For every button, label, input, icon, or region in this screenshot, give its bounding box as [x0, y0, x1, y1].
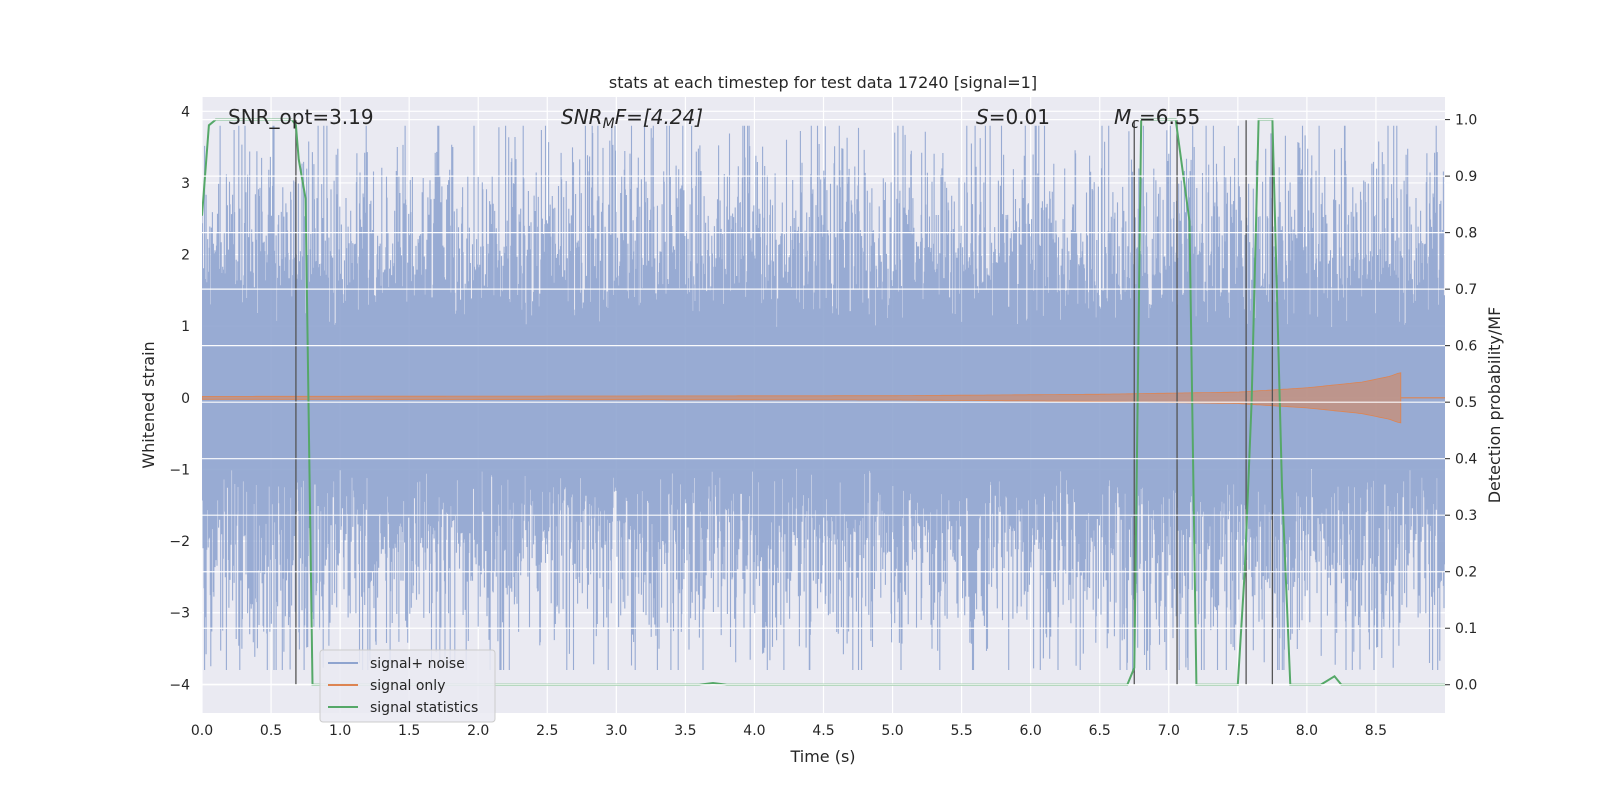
annotation-s: S=0.01 — [976, 105, 1050, 129]
x-tick-label: 7.5 — [1227, 723, 1249, 739]
chart-title: stats at each timestep for test data 172… — [609, 73, 1037, 92]
y2-axis-label: Detection probability/MF — [1485, 307, 1504, 504]
x-tick-label: 6.0 — [1020, 723, 1042, 739]
series-signal-only — [202, 372, 1445, 424]
y-tick-label: −4 — [169, 677, 190, 693]
y-tick-label: −2 — [169, 534, 190, 550]
y2-tick-label: 0.5 — [1455, 395, 1477, 411]
x-axis-label: Time (s) — [789, 747, 855, 766]
legend-box — [319, 649, 496, 723]
legend-label-signal-only: signal only — [370, 678, 445, 694]
annotation-mc: Mc=6.55 — [1114, 105, 1200, 132]
y-tick-label: 0 — [181, 391, 190, 407]
annotation-snr-mf-subscript: M — [603, 116, 615, 132]
annotation-s-symbol: S — [976, 105, 989, 129]
y2-tick-label: 0.3 — [1455, 508, 1477, 524]
x-tick-label: 1.5 — [398, 723, 420, 739]
y-tick-label: 4 — [181, 104, 190, 120]
x-tick-label: 8.0 — [1296, 723, 1318, 739]
signal-only-trace — [202, 372, 1402, 424]
x-tick-label: 0.5 — [260, 723, 282, 739]
y-axis-label: Whitened strain — [139, 341, 158, 468]
annotation-mc-symbol: M — [1114, 105, 1131, 129]
y-tick-label: 1 — [181, 319, 190, 335]
annotation-snr-mf-symbol: SNR — [561, 105, 603, 129]
y-tick-label: −3 — [169, 606, 190, 622]
x-tick-label: 8.5 — [1365, 723, 1387, 739]
y-tick-label: 3 — [181, 176, 190, 192]
annotation-snr-opt: SNR_opt=3.19 — [228, 105, 374, 129]
x-tick-label: 4.0 — [743, 723, 765, 739]
x-axis: 0.0 0.5 1.0 1.5 2.0 2.5 3.0 3.5 4.0 4.5 5.0 5.5 6.0 6… — [191, 723, 1387, 739]
x-tick-label: 0.0 — [191, 723, 213, 739]
annotation-mc-subscript: c — [1131, 116, 1139, 132]
y2-tick-label: 0.4 — [1455, 452, 1477, 468]
legend-label-signal-plus-noise: signal+ noise — [370, 656, 465, 672]
x-tick-label: 3.0 — [605, 723, 627, 739]
x-tick-label: 5.5 — [950, 723, 972, 739]
annotation-snr-mf: SNRMF=[4.24] — [561, 105, 703, 132]
y-tick-label: −1 — [169, 462, 190, 478]
y2-tick-label: 0.6 — [1455, 339, 1477, 355]
y2-tick-label: 0.2 — [1455, 565, 1477, 581]
annotation-mc-value: =6.55 — [1139, 105, 1200, 129]
annotation-s-value: =0.01 — [989, 105, 1050, 129]
y2-tick-label: 1.0 — [1455, 113, 1477, 129]
x-tick-label: 4.5 — [812, 723, 834, 739]
x-tick-label: 6.5 — [1089, 723, 1111, 739]
y2-tick-label: 0.1 — [1455, 621, 1477, 637]
y-tick-label: 2 — [181, 248, 190, 264]
x-tick-label: 7.0 — [1158, 723, 1180, 739]
x-tick-label: 2.5 — [536, 723, 558, 739]
legend-label-signal-statistics: signal statistics — [370, 700, 478, 716]
y2-tick-label: 0.7 — [1455, 282, 1477, 298]
x-tick-label: 1.0 — [329, 723, 351, 739]
annotation-snr-mf-value: F=[4.24] — [615, 105, 703, 129]
y2-tick-label: 0.8 — [1455, 226, 1477, 242]
x-tick-label: 3.5 — [674, 723, 696, 739]
y-axis-left: −4 −3 −2 −1 0 1 2 3 4 — [169, 104, 190, 693]
y2-tick-label: 0.9 — [1455, 169, 1477, 185]
y2-tick-label: 0.0 — [1455, 678, 1477, 694]
x-tick-label: 5.0 — [881, 723, 903, 739]
y-axis-right: 0.0 0.1 0.2 0.3 0.4 0.5 0.6 0.7 0.8 0.9 1.0 — [1445, 113, 1477, 694]
legend: signal+ noise signal only signal statist… — [319, 649, 496, 723]
x-tick-label: 2.0 — [467, 723, 489, 739]
